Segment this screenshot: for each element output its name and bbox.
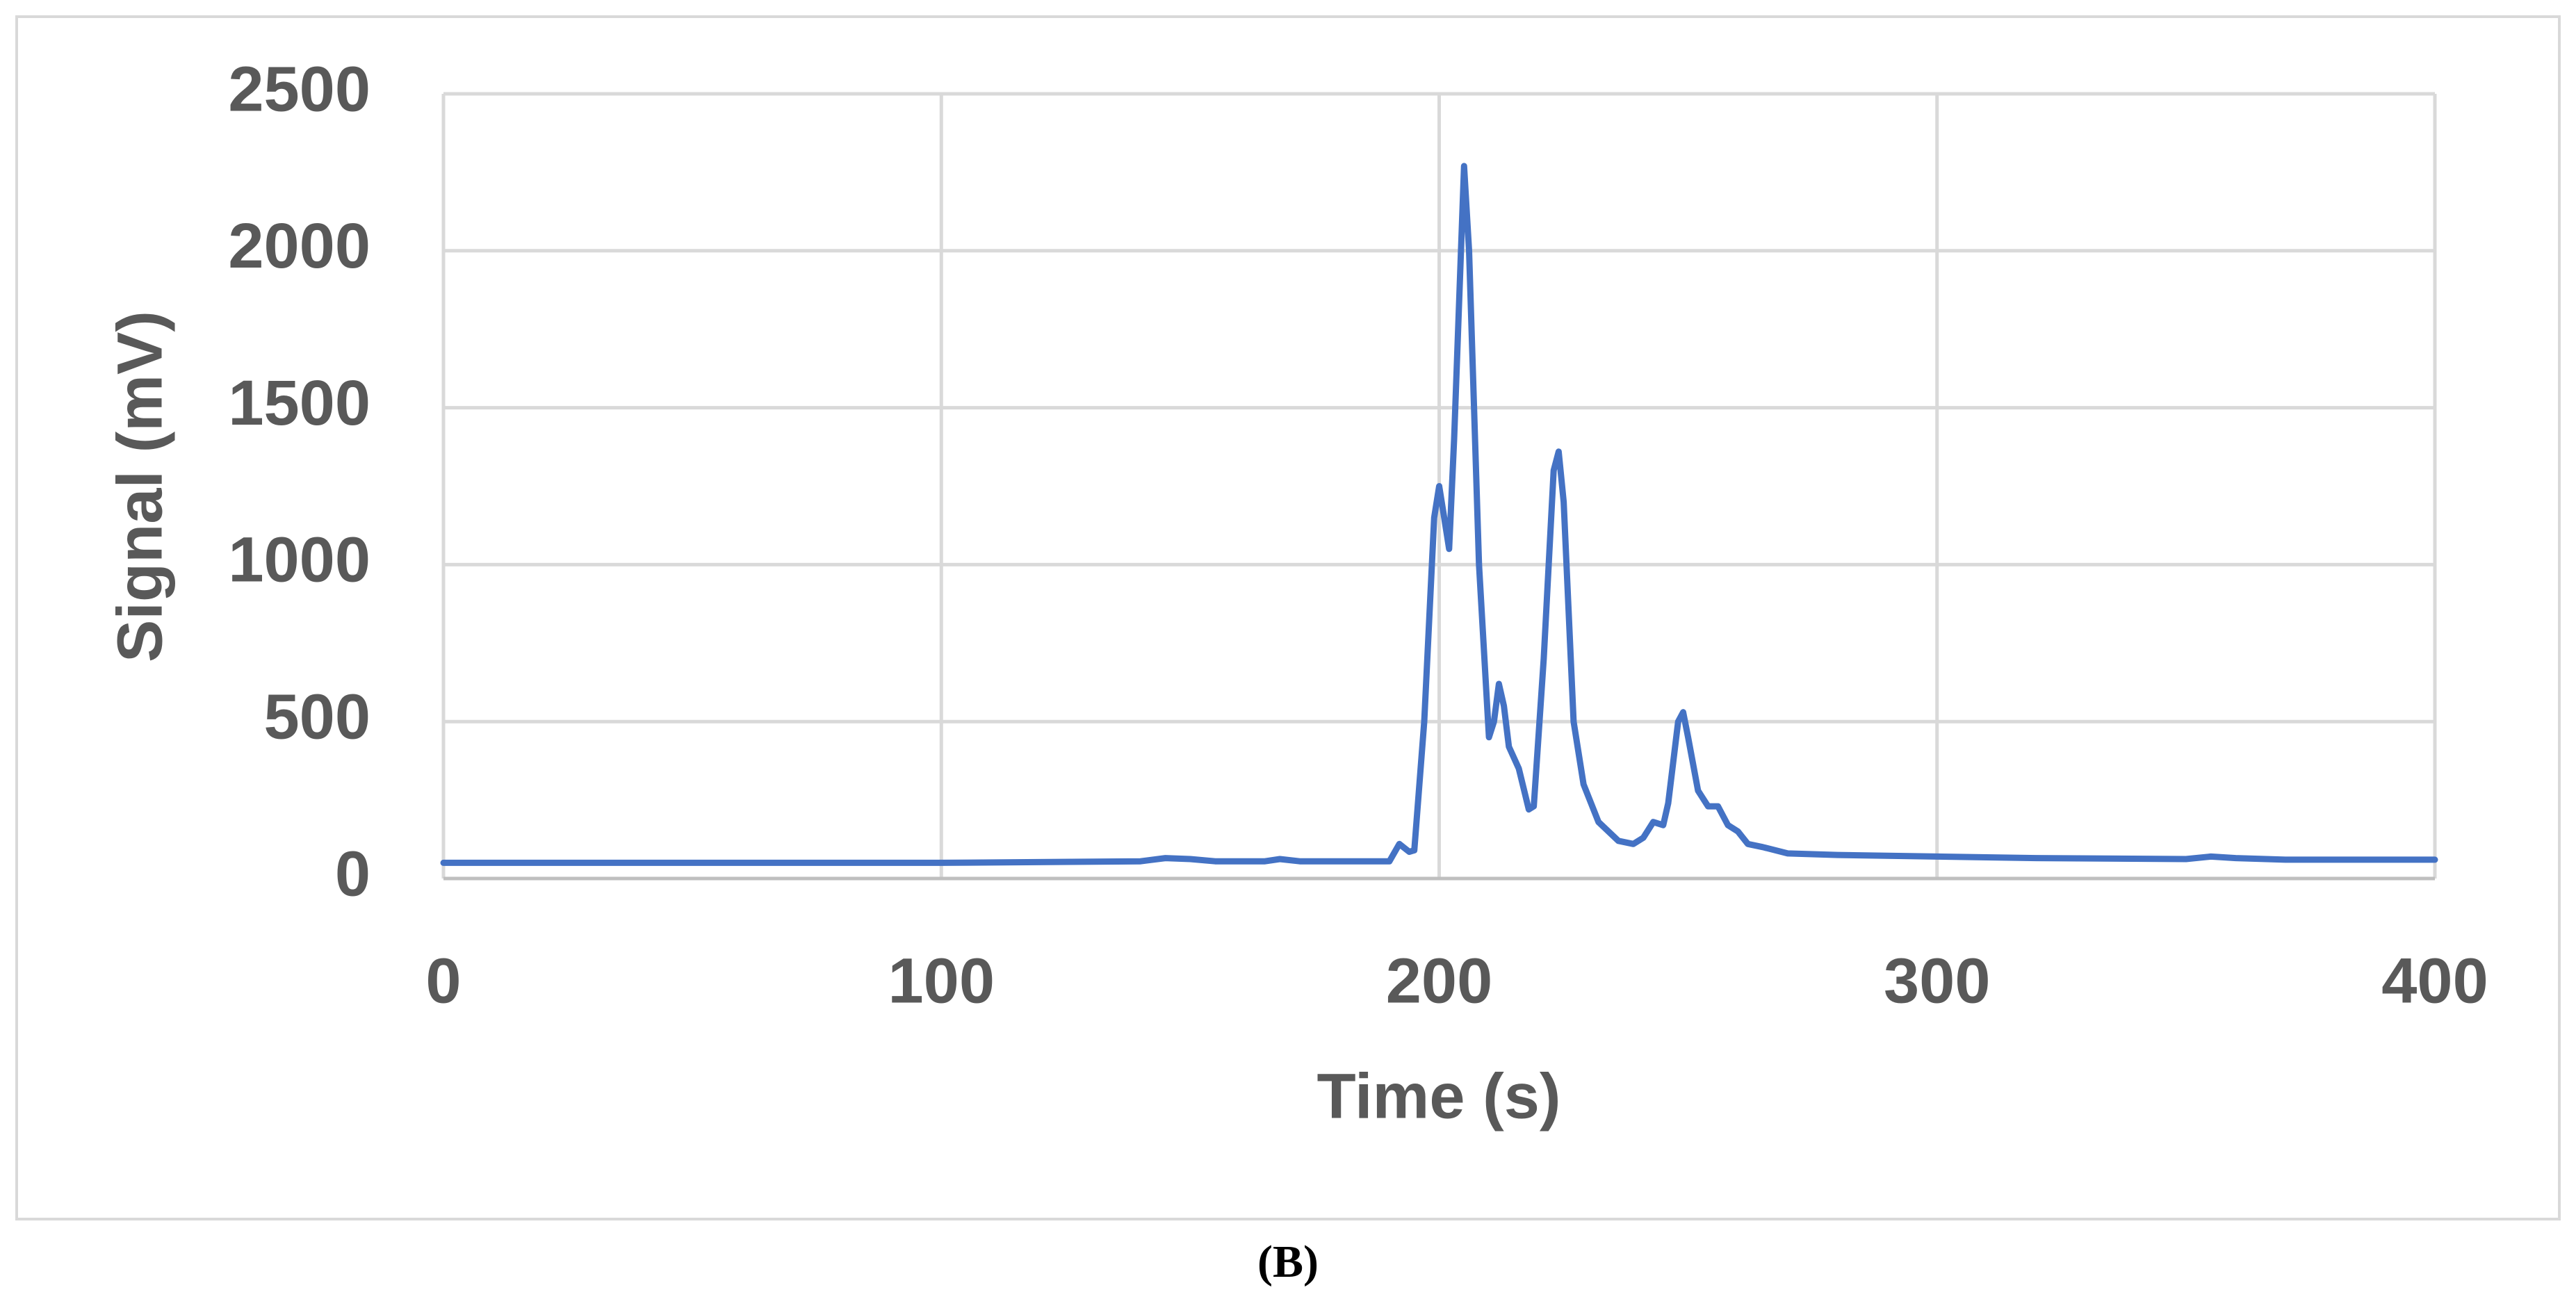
y-axis-title: Signal (mV) xyxy=(104,311,175,662)
y-tick-label: 500 xyxy=(264,681,371,752)
x-tick-label: 400 xyxy=(2381,945,2488,1016)
x-tick-label: 200 xyxy=(1386,945,1493,1016)
x-tick-label: 100 xyxy=(888,945,995,1016)
y-tick-label: 2500 xyxy=(228,54,370,124)
x-tick-label: 300 xyxy=(1884,945,1991,1016)
y-tick-label: 0 xyxy=(335,838,370,909)
y-tick-label: 1500 xyxy=(228,368,370,439)
y-tick-label: 1000 xyxy=(228,525,370,596)
caption: (B) xyxy=(1257,1236,1319,1287)
chart-frame xyxy=(15,15,2561,1220)
data-line xyxy=(440,163,2438,866)
x-tick-label: 0 xyxy=(425,945,461,1016)
x-axis-title: Time (s) xyxy=(1316,1061,1560,1132)
y-tick-label: 2000 xyxy=(228,211,370,281)
